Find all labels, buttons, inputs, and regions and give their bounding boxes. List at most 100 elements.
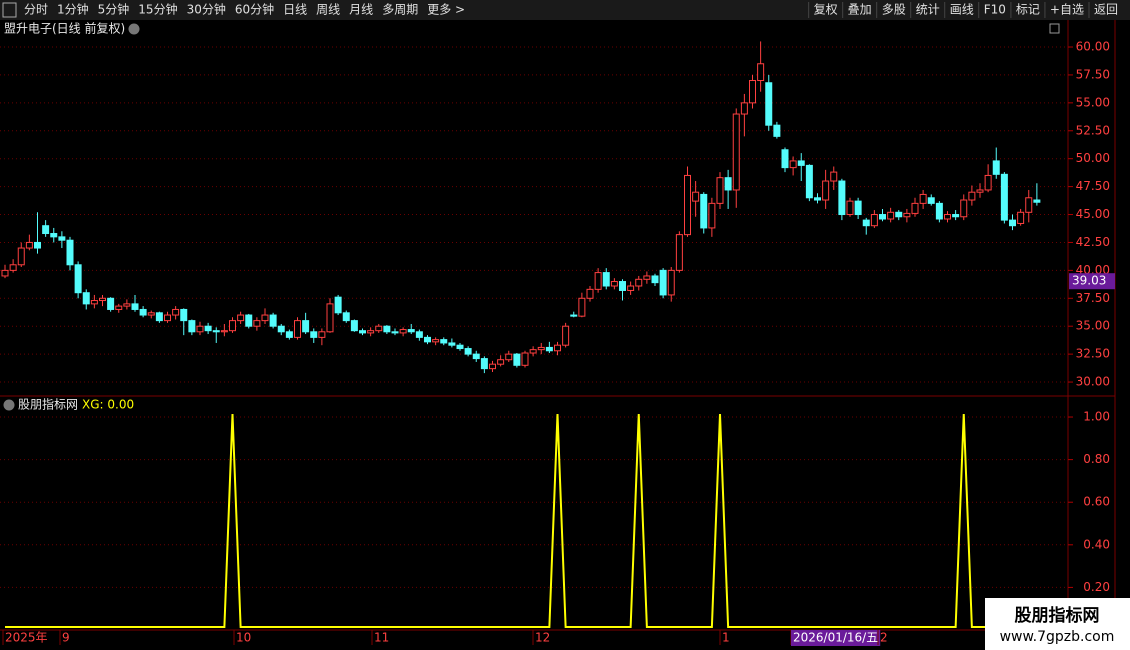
y-tick-label: 35.00 bbox=[1076, 319, 1110, 333]
toolbar-button[interactable]: 复权 bbox=[814, 3, 838, 17]
candle-body bbox=[212, 330, 220, 333]
candle-body bbox=[399, 329, 407, 334]
toolbar-button[interactable]: +自选 bbox=[1050, 3, 1084, 17]
candle-body bbox=[172, 308, 180, 316]
candle-body bbox=[984, 174, 992, 191]
candle-body bbox=[25, 241, 33, 249]
toolbar-button[interactable]: 标记 bbox=[1016, 3, 1040, 17]
candle-body bbox=[147, 312, 155, 316]
toolbar-tab[interactable]: 月线 bbox=[349, 3, 373, 17]
toolbar-button[interactable]: 多股 bbox=[882, 3, 906, 17]
toolbar-tab[interactable]: 5分钟 bbox=[98, 2, 130, 17]
candle-body bbox=[245, 314, 253, 327]
candle-body bbox=[870, 214, 878, 227]
candle-body bbox=[773, 124, 781, 137]
candle-body bbox=[830, 171, 838, 182]
toolbar-button[interactable]: 统计 bbox=[916, 3, 940, 17]
toolbar-tab[interactable]: 15分钟 bbox=[138, 2, 177, 17]
candle-body bbox=[131, 303, 139, 310]
x-axis-label: 11 bbox=[374, 631, 389, 645]
indicator-title: 股朋指标网 bbox=[18, 397, 78, 412]
candle-body bbox=[529, 349, 537, 354]
candle-body bbox=[554, 344, 561, 352]
y-tick-label: 30.00 bbox=[1076, 375, 1110, 389]
toolbar-button[interactable]: 叠加 bbox=[848, 3, 872, 17]
toolbar-button[interactable]: F10 bbox=[984, 3, 1006, 17]
candle-body bbox=[537, 346, 545, 351]
candle-body bbox=[310, 331, 318, 338]
toolbar-tab[interactable]: 日线 bbox=[283, 3, 307, 17]
indicator-menu[interactable] bbox=[3, 399, 15, 411]
watermark-url: www.7gpzb.com bbox=[1000, 629, 1115, 645]
candle-body bbox=[229, 320, 236, 332]
candle-body bbox=[814, 197, 821, 201]
candle-body bbox=[164, 314, 171, 322]
candle-body bbox=[464, 348, 472, 355]
candle-body bbox=[903, 212, 911, 218]
candle-body bbox=[862, 219, 870, 227]
indicator-value: XG: 0.00 bbox=[82, 398, 134, 412]
candle-body bbox=[692, 191, 700, 202]
candle-body bbox=[367, 330, 375, 334]
y-tick-label: 47.50 bbox=[1076, 179, 1110, 193]
candle-body bbox=[407, 329, 415, 333]
title-menu[interactable] bbox=[128, 23, 140, 35]
candle-body bbox=[919, 193, 927, 204]
candle-body bbox=[74, 264, 82, 294]
toolbar-button[interactable]: 画线 bbox=[950, 3, 974, 17]
toolbar-tab[interactable]: 周线 bbox=[316, 3, 340, 17]
y-tick-label: 50.00 bbox=[1076, 151, 1110, 165]
cursor-label-bg bbox=[1069, 273, 1115, 290]
y-tick-label: 57.50 bbox=[1076, 67, 1110, 81]
toolbar-tab[interactable]: 多周期 bbox=[382, 3, 418, 17]
toolbar-tab[interactable]: 30分钟 bbox=[187, 2, 226, 17]
candle-body bbox=[1, 269, 9, 277]
toolbar-tab[interactable]: 分时 bbox=[24, 3, 48, 17]
candle-body bbox=[253, 320, 261, 327]
toolbar-tab[interactable]: 60分钟 bbox=[235, 2, 274, 17]
candle-body bbox=[505, 353, 513, 361]
candle-body bbox=[424, 336, 431, 343]
candle-body bbox=[708, 202, 716, 229]
candle-body bbox=[155, 312, 163, 322]
candle-body bbox=[911, 202, 919, 214]
candle-body bbox=[797, 160, 805, 166]
candle-body bbox=[294, 320, 301, 338]
candle-body bbox=[627, 285, 635, 291]
toolbar-tab[interactable]: 1分钟 bbox=[57, 2, 89, 17]
candle-body bbox=[643, 275, 651, 280]
candle-body bbox=[960, 199, 968, 218]
x-axis-label: 2025年 bbox=[5, 631, 48, 645]
candle-body bbox=[944, 214, 951, 220]
y-tick-label: 32.50 bbox=[1076, 347, 1110, 361]
candle-body bbox=[602, 272, 610, 287]
candle-body bbox=[927, 197, 935, 204]
candle-body bbox=[261, 314, 269, 322]
candle-body bbox=[513, 353, 521, 366]
candle-body bbox=[594, 272, 602, 290]
toolbar-icon[interactable] bbox=[2, 2, 17, 18]
candle-body bbox=[781, 149, 789, 169]
candle-body bbox=[326, 303, 334, 333]
candle-body bbox=[269, 314, 277, 327]
panel-button[interactable] bbox=[1049, 23, 1060, 34]
candle-body bbox=[570, 314, 578, 317]
candle-body bbox=[432, 339, 440, 343]
candle-body bbox=[789, 160, 797, 169]
candle-body bbox=[489, 363, 496, 370]
x-axis-label: 12 bbox=[535, 631, 550, 645]
candle-body bbox=[107, 297, 115, 310]
candle-body bbox=[700, 193, 708, 229]
candle-body bbox=[1000, 173, 1008, 221]
candle-body bbox=[846, 200, 854, 216]
candle-body bbox=[1009, 219, 1016, 227]
candle-body bbox=[610, 281, 618, 287]
candle-body bbox=[139, 308, 147, 316]
candle-body bbox=[17, 247, 25, 266]
toolbar bbox=[0, 0, 1130, 20]
toolbar-tab[interactable]: 更多 > bbox=[427, 3, 465, 17]
candle-body bbox=[1025, 197, 1033, 213]
x-axis-label: 9 bbox=[62, 631, 70, 645]
toolbar-button[interactable]: 返回 bbox=[1094, 3, 1118, 17]
